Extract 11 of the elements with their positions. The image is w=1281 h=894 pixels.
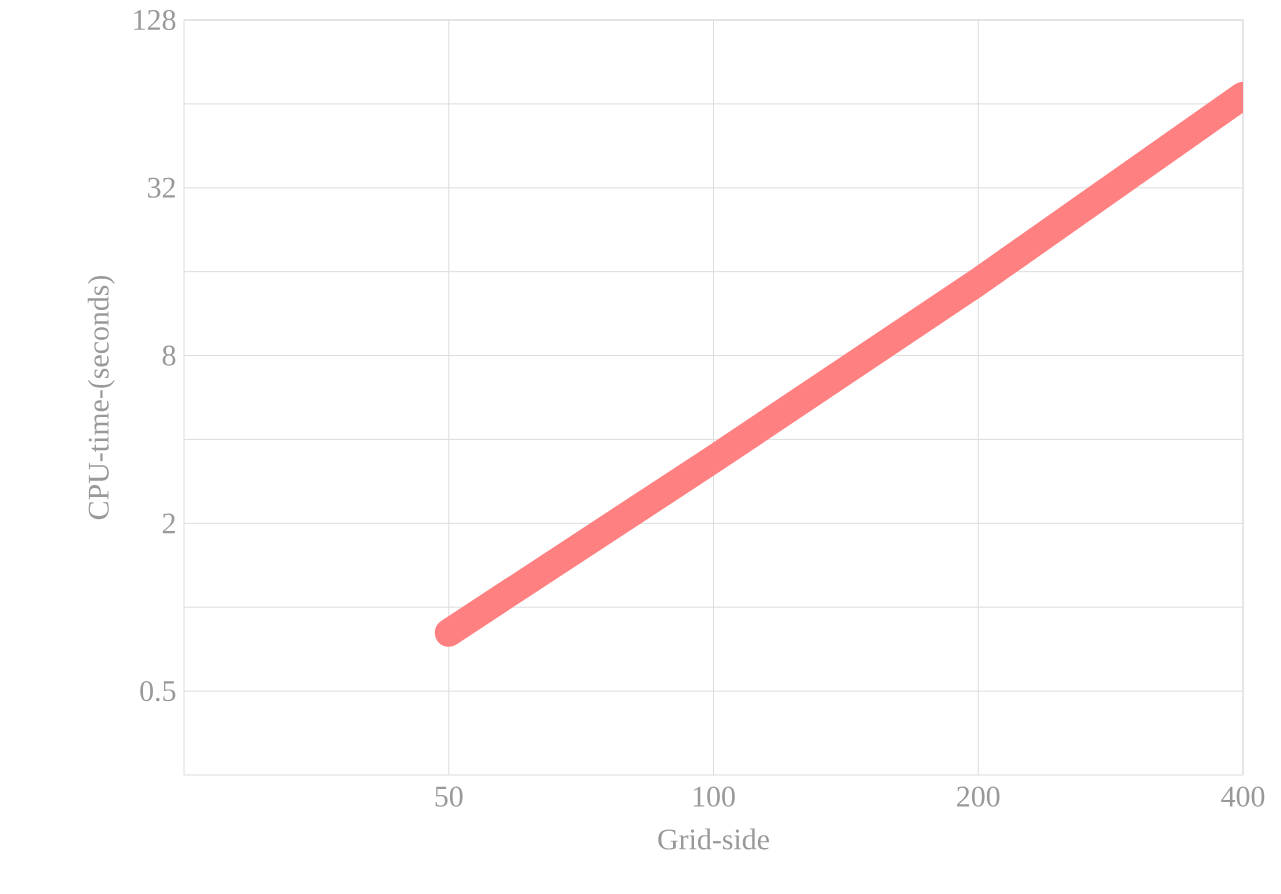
y-tick-label: 0.5 — [140, 680, 176, 702]
x-tick-label: 100 — [693, 786, 735, 807]
x-tick-label: 400 — [1221, 786, 1265, 807]
y-tick-label: 128 — [134, 9, 176, 31]
y-tick-label: 32 — [148, 177, 175, 198]
x-axis-title: Grid-side — [658, 828, 769, 850]
x-tick-label: 200 — [957, 786, 1000, 807]
x-tick-label: 50 — [435, 786, 463, 807]
y-axis-title: CPU-time-(seconds) — [87, 275, 115, 520]
y-tick-label: 2 — [162, 513, 175, 534]
y-tick-label: 8 — [162, 345, 176, 366]
